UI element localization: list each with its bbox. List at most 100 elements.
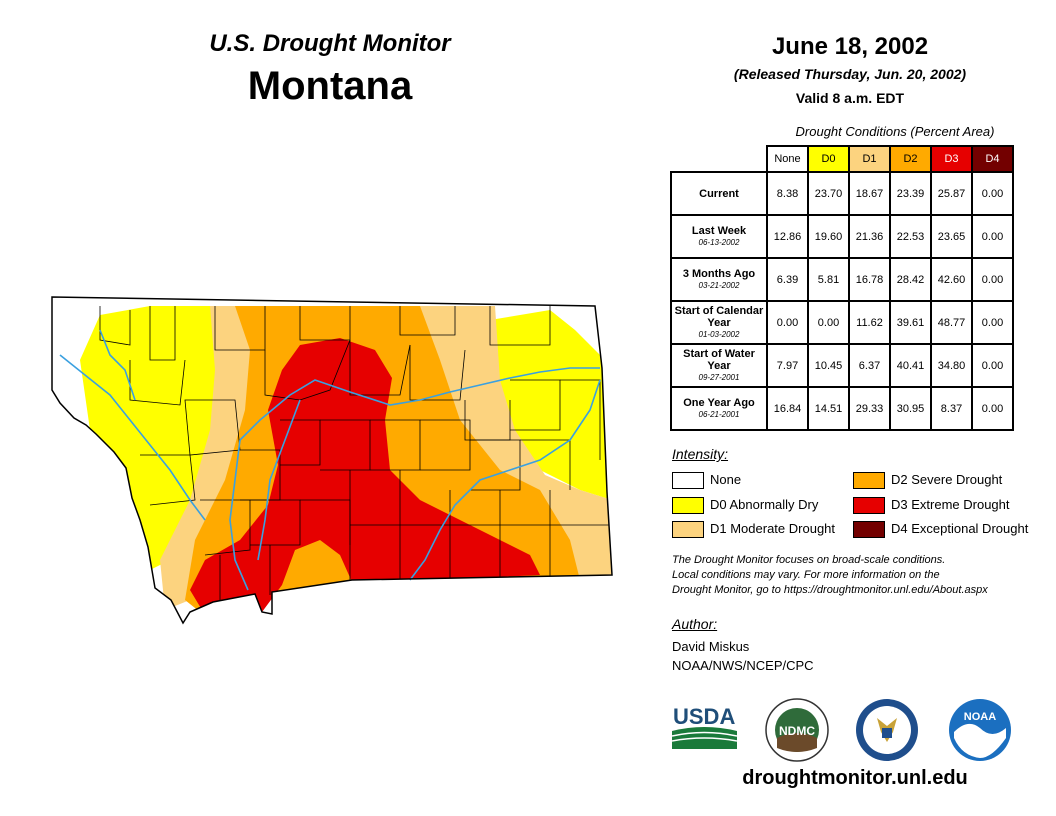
row-label: Current: [670, 171, 768, 216]
table-row: One Year Ago 06-21-2001 16.84 14.51 29.33 30.…: [670, 386, 1014, 431]
monitor-title: U.S. Drought Monitor: [209, 30, 451, 57]
author-block: David Miskus NOAA/NWS/NCEP/CPC: [672, 637, 814, 675]
drought-conditions-table: None D0 D1 D2 D3 D4 Current 8.38 23.70 18.6…: [670, 145, 1014, 431]
table-cell: 22.53: [889, 214, 932, 259]
legend-label: D0 Abnormally Dry: [710, 497, 819, 512]
row-label: 3 Months Ago 03-21-2002: [670, 257, 768, 302]
table-cell: 8.38: [766, 171, 809, 216]
col-header-d1: D1: [848, 145, 891, 173]
row-label: Last Week 06-13-2002: [670, 214, 768, 259]
legend-swatch: [853, 497, 885, 514]
table-cell: 16.84: [766, 386, 809, 431]
row-label-text: 3 Months Ago: [682, 267, 756, 280]
table-cell: 0.00: [971, 171, 1014, 216]
table-cell: 11.62: [848, 300, 891, 345]
footer-url[interactable]: droughtmonitor.unl.edu: [742, 767, 968, 789]
legend-swatch: [853, 521, 885, 538]
row-label: One Year Ago 06-21-2001: [670, 386, 768, 431]
table-cell: 28.42: [889, 257, 932, 302]
table-cell: 0.00: [971, 300, 1014, 345]
author-title: Author:: [672, 616, 718, 632]
table-cell: 0.00: [971, 343, 1014, 388]
col-header-d2: D2: [889, 145, 932, 173]
col-header-d0: D0: [807, 145, 850, 173]
commerce-seal-logo: [855, 698, 919, 762]
table-cell: 42.60: [930, 257, 973, 302]
conditions-title: Drought Conditions (Percent Area): [795, 124, 995, 139]
ndmc-logo-text: NDMC: [779, 724, 815, 738]
legend-label: D1 Moderate Drought: [710, 521, 836, 536]
legend-swatch: [672, 497, 704, 514]
legend-swatch: [853, 472, 885, 489]
table-cell: 23.70: [807, 171, 850, 216]
note-line: Local conditions may vary. For more info…: [672, 569, 940, 581]
table-cell: 23.65: [930, 214, 973, 259]
release-date: (Released Thursday, Jun. 20, 2002): [733, 66, 967, 82]
row-label-text: One Year Ago: [683, 396, 755, 409]
table-row: 3 Months Ago 03-21-2002 6.39 5.81 16.78 28.42…: [670, 257, 1014, 302]
montana-drought-map: [51, 296, 613, 625]
table-cell: 14.51: [807, 386, 850, 431]
table-cell: 48.77: [930, 300, 973, 345]
usda-logo-text: USDA: [673, 704, 735, 729]
table-cell: 30.95: [889, 386, 932, 431]
table-cell: 23.39: [889, 171, 932, 216]
col-header-none: None: [766, 145, 809, 173]
table-cell: 0.00: [971, 386, 1014, 431]
table-cell: 0.00: [807, 300, 850, 345]
col-header-d3: D3: [930, 145, 973, 173]
table-row: Current 8.38 23.70 18.67 23.39 25.87 0.00: [670, 171, 1014, 216]
legend-label: D4 Exceptional Drought: [891, 521, 1029, 536]
intensity-title: Intensity:: [672, 446, 729, 462]
noaa-logo-text: NOAA: [964, 711, 996, 723]
col-header-d4: D4: [971, 145, 1014, 173]
valid-time: Valid 8 a.m. EDT: [795, 90, 905, 106]
row-label-text: Start of Calendar Year: [674, 304, 764, 329]
table-cell: 29.33: [848, 386, 891, 431]
table-row: Start of Calendar Year 01-03-2002 0.00 0.00…: [670, 300, 1014, 345]
note-line: The Drought Monitor focuses on broad-sca…: [672, 554, 946, 566]
table-cell: 18.67: [848, 171, 891, 216]
row-label-date: 06-21-2001: [698, 409, 740, 419]
table-cell: 21.36: [848, 214, 891, 259]
legend-label: D2 Severe Drought: [891, 472, 1003, 487]
table-cell: 5.81: [807, 257, 850, 302]
note-line: Drought Monitor, go to https://droughtmo…: [672, 584, 988, 596]
author-name: David Miskus: [672, 639, 750, 654]
row-label: Start of Water Year 09-27-2001: [670, 343, 768, 388]
table-cell: 10.45: [807, 343, 850, 388]
table-cell: 6.37: [848, 343, 891, 388]
legend-swatch: [672, 521, 704, 538]
table-cell: 25.87: [930, 171, 973, 216]
table-cell: 6.39: [766, 257, 809, 302]
legend-label: None: [710, 472, 742, 487]
row-label-text: Current: [699, 187, 739, 200]
row-label-date: 09-27-2001: [698, 372, 740, 382]
row-label-date: 01-03-2002: [698, 329, 740, 339]
ndmc-logo: NDMC: [765, 698, 829, 762]
table-cell: 0.00: [971, 257, 1014, 302]
table-row: Last Week 06-13-2002 12.86 19.60 21.36 22.53 2…: [670, 214, 1014, 259]
row-label-text: Start of Water Year: [683, 347, 755, 372]
row-label-date: 03-21-2002: [698, 280, 740, 290]
table-cell: 34.80: [930, 343, 973, 388]
author-org: NOAA/NWS/NCEP/CPC: [672, 658, 814, 673]
table-cell: 16.78: [848, 257, 891, 302]
map-date: June 18, 2002: [771, 33, 929, 60]
table-cell: 39.61: [889, 300, 932, 345]
legend-swatch: [672, 472, 704, 489]
table-cell: 19.60: [807, 214, 850, 259]
usda-logo: USDA: [671, 703, 738, 749]
table-cell: 7.97: [766, 343, 809, 388]
disclaimer-note: The Drought Monitor focuses on broad-sca…: [672, 553, 1042, 598]
table-cell: 40.41: [889, 343, 932, 388]
table-cell: 8.37: [930, 386, 973, 431]
noaa-logo: NOAA: [948, 698, 1012, 762]
row-label-text: Last Week: [691, 224, 747, 237]
row-label-date: 06-13-2002: [698, 237, 740, 247]
table-cell: 0.00: [971, 214, 1014, 259]
legend-label: D3 Extreme Drought: [891, 497, 1010, 512]
table-cell: 12.86: [766, 214, 809, 259]
table-row: Start of Water Year 09-27-2001 7.97 10.45 6.…: [670, 343, 1014, 388]
state-title: Montana: [247, 64, 413, 108]
